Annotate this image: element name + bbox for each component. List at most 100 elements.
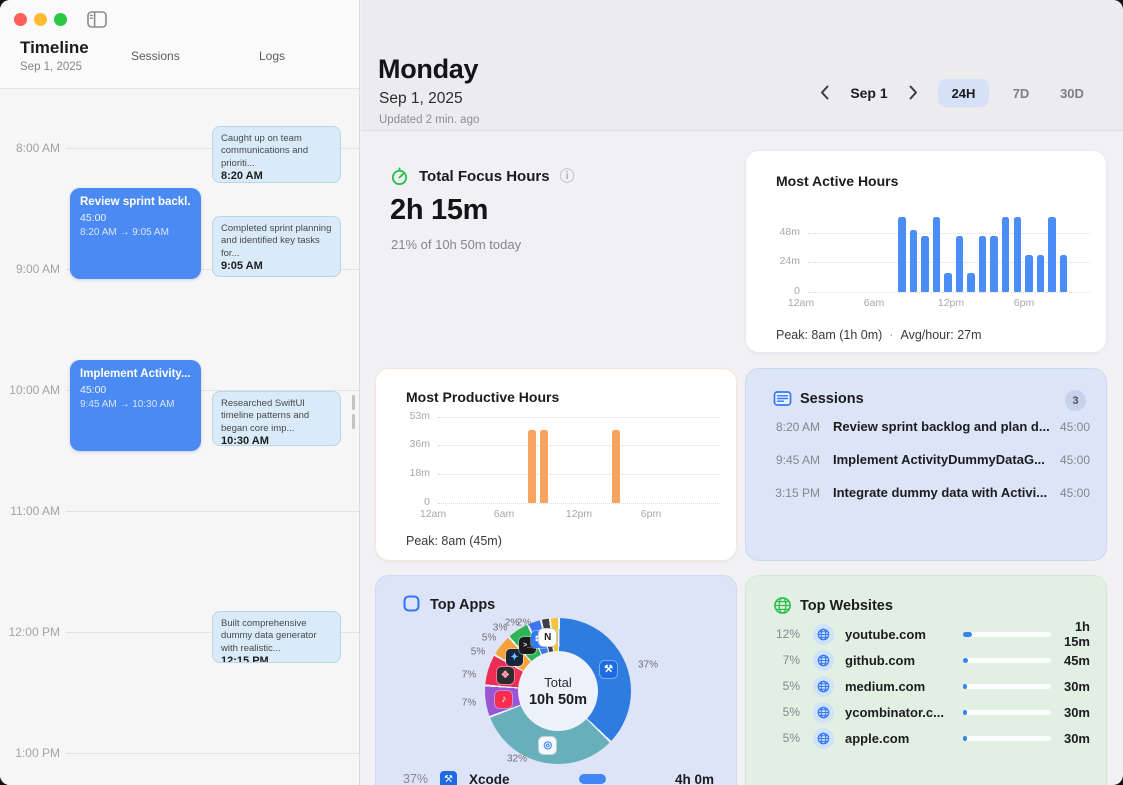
session-row-duration: 45:00	[1059, 485, 1090, 500]
session-row-title: Implement ActivityDummyDataG...	[833, 452, 1045, 467]
window-minimize-button[interactable]	[34, 13, 47, 26]
sessions-count-badge: 3	[1065, 390, 1086, 411]
y-axis-tick: 48m	[779, 226, 800, 238]
website-usage-track	[963, 709, 1051, 715]
session-list-row[interactable]: 9:45 AM Implement ActivityDummyDataG... …	[764, 443, 1090, 476]
session-row-time: 3:15 PM	[775, 485, 820, 500]
app-square-icon	[403, 595, 420, 617]
card-title: Most Active Hours	[776, 173, 899, 189]
info-icon[interactable]: ⓘ	[559, 168, 575, 185]
session-list-row[interactable]: 8:20 AM Review sprint backlog and plan d…	[764, 410, 1090, 443]
timeline-log-card[interactable]: Researched SwiftUI timeline patterns and…	[212, 391, 341, 446]
website-percent: 5%	[782, 705, 800, 719]
previous-day-button[interactable]	[813, 80, 835, 104]
sidebar-scrollbar-thumb[interactable]	[352, 395, 355, 410]
activity-bar	[1013, 217, 1021, 292]
timeline-sidebar: Timeline Sep 1, 2025 Sessions Logs 8:00 …	[0, 0, 360, 785]
globe-icon	[773, 596, 792, 620]
slice-percent-label: 7%	[461, 697, 477, 709]
y-axis-tick: 18m	[409, 467, 430, 479]
activity-bar	[967, 273, 975, 293]
range-7d-button[interactable]: 7D	[1001, 79, 1041, 107]
website-row[interactable]: 5% apple.com 30m	[764, 725, 1090, 751]
nav-date-label: Sep 1	[850, 85, 888, 101]
gridline	[808, 262, 1090, 263]
website-usage-fill	[963, 709, 967, 715]
log-text: Caught up on team communications and pri…	[221, 133, 309, 169]
website-usage-value: 30m	[1063, 730, 1090, 746]
gridline	[808, 292, 1090, 293]
sessions-card: Sessions 3 8:20 AM Review sprint backlog…	[745, 368, 1107, 561]
activity-bar	[1059, 254, 1068, 292]
website-domain: apple.com	[845, 730, 910, 746]
last-updated-text: Updated 2 min. ago	[379, 114, 480, 126]
activity-bar	[944, 273, 952, 293]
website-row[interactable]: 12% youtube.com 1h 15m	[764, 619, 1090, 649]
globe-icon	[813, 701, 834, 723]
session-row-time: 8:20 AM	[775, 419, 820, 434]
timeline-session-block[interactable]: Review sprint backl... 45:00 8:20 AM → 9…	[70, 188, 201, 279]
website-percent: 5%	[782, 731, 800, 745]
chart-footer: Peak: 8am (1h 0m) · Avg/hour: 27m	[776, 328, 982, 342]
slice-percent-label: 32%	[506, 753, 528, 765]
x-axis-tick: 12am	[787, 297, 815, 309]
activity-bar	[1036, 254, 1045, 292]
range-24h-button[interactable]: 24H	[938, 79, 989, 107]
music-app-icon: ♪	[495, 691, 513, 709]
globe-icon	[813, 623, 834, 645]
peak-stat: Peak: 8am (1h 0m)	[776, 328, 883, 342]
session-list-row[interactable]: 3:15 PM Integrate dummy data with Activi…	[764, 476, 1090, 509]
hour-label: 9:00 AM	[15, 262, 60, 276]
window-close-button[interactable]	[14, 13, 27, 26]
donut-total-value: 10h 50m	[528, 691, 588, 708]
session-row-title: Integrate dummy data with Activi...	[833, 485, 1048, 500]
website-usage-value: 30m	[1063, 704, 1090, 720]
chevron-left-icon	[820, 85, 828, 99]
notion-app-icon: N	[539, 628, 557, 646]
timeline-log-card[interactable]: Completed sprint planning and identified…	[212, 216, 341, 277]
top-websites-card: Top Websites 12% youtube.com 1h 15m 7% githu…	[745, 575, 1107, 785]
legend-app-name: Xcode	[469, 771, 510, 785]
xcode-app-icon: ⚒	[440, 770, 457, 785]
website-row[interactable]: 5% ycombinator.c... 30m	[764, 699, 1090, 725]
y-axis-tick: 53m	[409, 410, 430, 422]
peak-stat: Peak: 8am (45m)	[406, 534, 502, 548]
donut-total-label: Total	[544, 674, 572, 690]
tab-logs[interactable]: Logs	[259, 49, 286, 63]
timeline-log-card[interactable]: Built comprehensive dummy data generator…	[212, 611, 341, 663]
productivity-bar	[612, 430, 620, 503]
website-domain: ycombinator.c...	[845, 704, 944, 720]
gridline	[438, 474, 720, 475]
website-usage-fill	[963, 657, 968, 663]
website-row[interactable]: 5% medium.com 30m	[764, 673, 1090, 699]
sidebar-toggle-icon[interactable]	[87, 11, 107, 28]
sidebar-header-divider	[0, 88, 359, 89]
hour-label: 1:00 PM	[15, 746, 60, 760]
app-legend-row[interactable]: 37% ⚒ Xcode 4h 0m	[376, 764, 738, 785]
most-productive-hours-card: Most Productive Hours 53m 36m 18m 0 12am…	[375, 368, 737, 561]
website-row[interactable]: 7% github.com 45m	[764, 647, 1090, 673]
x-axis-tick: 12pm	[565, 508, 593, 520]
slice-percent-label: 2%	[516, 617, 532, 629]
activity-bar	[1048, 217, 1056, 292]
dot-separator: ·	[889, 328, 894, 342]
website-usage-value: 1h 15m	[1063, 619, 1090, 649]
timeline-log-card[interactable]: Caught up on team communications and pri…	[212, 126, 341, 183]
range-30d-button[interactable]: 30D	[1049, 79, 1095, 107]
sidebar-title: Timeline	[20, 38, 89, 57]
window-zoom-button[interactable]	[54, 13, 67, 26]
globe-icon	[813, 649, 834, 671]
log-text: Built comprehensive dummy data generator…	[221, 618, 317, 654]
gridline	[438, 417, 720, 418]
activity-bar	[921, 235, 929, 293]
website-usage-track	[963, 657, 1051, 663]
timeline-session-block[interactable]: Implement Activity... 45:00 9:45 AM → 10…	[70, 360, 201, 451]
website-usage-value: 30m	[1063, 678, 1090, 694]
tab-sessions[interactable]: Sessions	[131, 49, 180, 63]
next-day-button[interactable]	[902, 80, 924, 104]
sidebar-scrollbar-thumb[interactable]	[352, 414, 355, 429]
activity-bar	[1025, 254, 1033, 292]
log-text: Researched SwiftUI timeline patterns and…	[221, 398, 310, 434]
activity-bar	[990, 235, 998, 293]
